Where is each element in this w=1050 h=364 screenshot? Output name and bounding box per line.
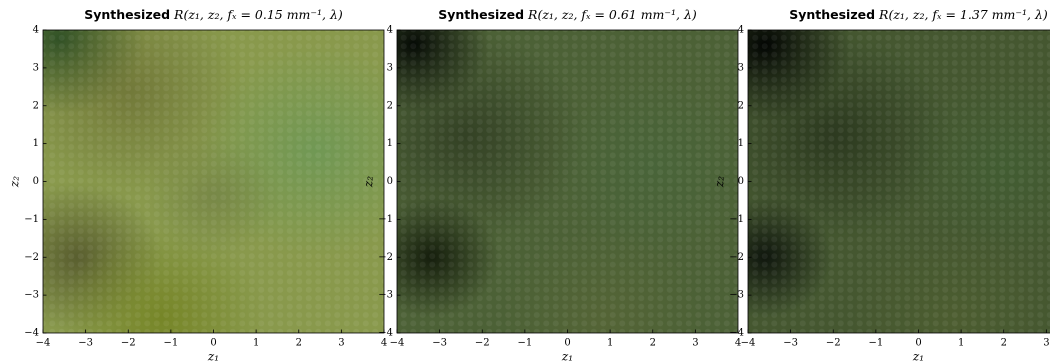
y-tick-label: 3 <box>33 62 39 73</box>
y-tick-label: 4 <box>387 25 393 36</box>
x-tick-label: 2 <box>296 338 302 349</box>
y-tick-label: −2 <box>24 252 39 263</box>
title-formula: R(z₁, z₂, fₓ = 0.61 mm⁻¹, λ) <box>527 7 697 22</box>
image-mesh <box>397 30 738 333</box>
x-tick-label: 3 <box>1043 338 1049 349</box>
x-tick-label: 1 <box>958 338 964 349</box>
y-axis-label: z₂ <box>8 176 22 188</box>
panel: Synthesized R(z₁, z₂, fₓ = 0.61 mm⁻¹, λ)… <box>362 7 742 364</box>
y-tick-label: −2 <box>378 252 393 263</box>
x-tick-label: 0 <box>210 338 216 349</box>
panel: Synthesized R(z₁, z₂, fₓ = 1.37 mm⁻¹, λ)… <box>713 7 1050 364</box>
x-tick-label: −2 <box>121 338 136 349</box>
x-tick-label: 4 <box>735 338 741 349</box>
y-tick-label: −3 <box>729 290 744 301</box>
y-tick-label: −4 <box>24 328 39 339</box>
y-tick-label: −4 <box>729 328 744 339</box>
x-tick-label: 0 <box>564 338 570 349</box>
x-tick-label: 3 <box>692 338 698 349</box>
y-tick-label: −3 <box>24 290 39 301</box>
y-tick-label: −1 <box>24 214 39 225</box>
y-tick-label: 1 <box>738 138 744 149</box>
x-tick-label: −3 <box>783 338 798 349</box>
panel-title: Synthesized R(z₁, z₂, fₓ = 0.61 mm⁻¹, λ) <box>438 7 697 22</box>
panel-title: Synthesized R(z₁, z₂, fₓ = 0.15 mm⁻¹, λ) <box>84 7 343 22</box>
image-mesh <box>748 30 1050 333</box>
image-mesh <box>43 30 384 333</box>
y-tick-label: −3 <box>378 290 393 301</box>
x-axis-label: z₁ <box>912 350 924 364</box>
x-tick-label: 0 <box>915 338 921 349</box>
x-tick-label: 1 <box>607 338 613 349</box>
x-tick-label: −2 <box>475 338 490 349</box>
y-tick-label: 1 <box>33 138 39 149</box>
y-tick-label: −4 <box>378 328 393 339</box>
x-tick-label: −1 <box>869 338 884 349</box>
x-tick-label: 3 <box>338 338 344 349</box>
x-tick-label: −1 <box>164 338 179 349</box>
panel: Synthesized R(z₁, z₂, fₓ = 0.15 mm⁻¹, λ)… <box>8 7 388 364</box>
x-tick-label: 1 <box>253 338 259 349</box>
title-word: Synthesized <box>438 7 524 22</box>
y-tick-label: 2 <box>33 100 39 111</box>
x-tick-label: −3 <box>432 338 447 349</box>
panel-title: Synthesized R(z₁, z₂, fₓ = 1.37 mm⁻¹, λ) <box>789 7 1048 22</box>
y-tick-label: 4 <box>33 25 39 36</box>
title-word: Synthesized <box>789 7 875 22</box>
y-tick-label: 2 <box>387 100 393 111</box>
x-tick-label: −3 <box>78 338 93 349</box>
y-tick-label: 4 <box>738 25 744 36</box>
x-tick-label: −1 <box>518 338 533 349</box>
y-tick-label: 3 <box>387 62 393 73</box>
x-axis-label: z₁ <box>207 350 219 364</box>
y-tick-label: 0 <box>738 176 744 187</box>
y-tick-label: −1 <box>378 214 393 225</box>
y-axis-label: z₂ <box>362 176 376 188</box>
y-tick-label: 0 <box>387 176 393 187</box>
x-tick-label: 2 <box>1001 338 1007 349</box>
x-tick-label: 2 <box>650 338 656 349</box>
x-tick-label: −4 <box>36 338 51 349</box>
y-tick-label: 1 <box>387 138 393 149</box>
y-axis-label: z₂ <box>713 176 727 188</box>
y-tick-label: 0 <box>33 176 39 187</box>
x-tick-label: 4 <box>381 338 387 349</box>
x-tick-label: −2 <box>826 338 841 349</box>
y-tick-label: 2 <box>738 100 744 111</box>
x-axis-label: z₁ <box>561 350 573 364</box>
y-tick-label: −1 <box>729 214 744 225</box>
x-tick-label: −4 <box>741 338 756 349</box>
y-tick-label: 3 <box>738 62 744 73</box>
y-tick-label: −2 <box>729 252 744 263</box>
title-word: Synthesized <box>84 7 170 22</box>
x-tick-label: −4 <box>390 338 405 349</box>
title-formula: R(z₁, z₂, fₓ = 1.37 mm⁻¹, λ) <box>878 7 1048 22</box>
title-formula: R(z₁, z₂, fₓ = 0.15 mm⁻¹, λ) <box>173 7 343 22</box>
